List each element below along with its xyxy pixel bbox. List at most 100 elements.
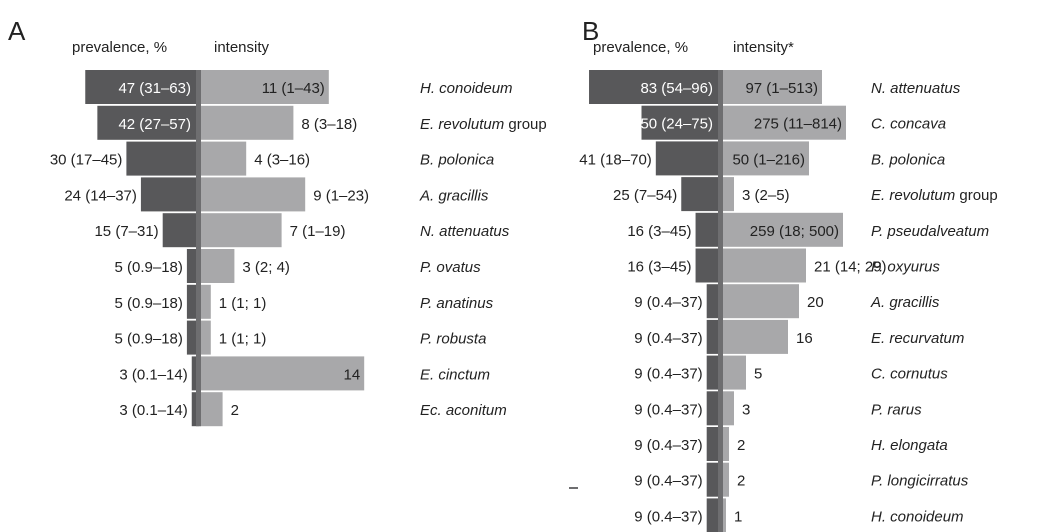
- species-row: 3 (0.1–14) 14 E. cinctum: [119, 356, 490, 391]
- species-name: C. cornutus: [871, 366, 948, 383]
- species-row: 5 (0.9–18) 1 (1; 1) P. anatinus: [115, 284, 494, 319]
- prevalence-bar: [191, 356, 199, 391]
- intensity-header: intensity: [214, 39, 270, 56]
- intensity-label: 2: [737, 473, 745, 490]
- prevalence-label: 9 (0.4–37): [634, 401, 702, 418]
- prevalence-bar: [85, 70, 199, 104]
- intensity-bar: [199, 213, 282, 248]
- intensity-bar: [721, 355, 746, 390]
- prevalence-bar: [186, 284, 199, 319]
- prevalence-label: 42 (27–57): [118, 116, 191, 133]
- intensity-header: intensity*: [733, 39, 794, 56]
- prevalence-bar: [97, 105, 199, 140]
- prevalence-bar: [706, 391, 721, 426]
- prevalence-bar: [655, 141, 721, 176]
- prevalence-label: 3 (0.1–14): [119, 402, 187, 419]
- species-row: 42 (27–57) 8 (3–18) E. revolutum group: [97, 105, 547, 140]
- prevalence-bar: [706, 284, 721, 319]
- species-row: 9 (0.4–37) 20 A. gracillis: [634, 284, 940, 319]
- intensity-bar: [721, 498, 726, 532]
- prevalence-label: 24 (14–37): [64, 187, 137, 204]
- prevalence-label: 9 (0.4–37): [634, 508, 702, 525]
- species-row: 3 (0.1–14) 2 Ec. aconitum: [119, 392, 507, 427]
- prevalence-label: 9 (0.4–37): [634, 437, 702, 454]
- species-row: 5 (0.9–18) 3 (2; 4) P. ovatus: [115, 249, 481, 283]
- intensity-label: 16: [796, 330, 813, 347]
- prevalence-bar: [695, 212, 721, 247]
- prevalence-label: 9 (0.4–37): [634, 330, 702, 347]
- species-name: P. anatinus: [420, 295, 494, 312]
- intensity-label: 97 (1–513): [745, 80, 818, 97]
- tick-mark: [569, 487, 578, 489]
- intensity-label: 1 (1; 1): [219, 295, 267, 312]
- prevalence-header: prevalence, %: [72, 39, 167, 56]
- prevalence-label: 30 (17–45): [50, 152, 123, 169]
- intensity-bar: [199, 320, 211, 355]
- species-row: 25 (7–54) 3 (2–5) E. revolutum group: [613, 177, 998, 212]
- prevalence-label: 25 (7–54): [613, 187, 677, 204]
- panel-letter: B: [582, 16, 599, 46]
- intensity-bar: [199, 70, 329, 104]
- species-row: 9 (0.4–37) 3 P. rarus: [634, 391, 922, 426]
- intensity-bar: [721, 105, 846, 140]
- species-name: H. conoideum: [420, 80, 513, 97]
- prevalence-bar: [681, 177, 721, 212]
- species-row: 16 (3–45) 21 (14; 29)P. oxyurus: [627, 248, 940, 283]
- intensity-label: 7 (1–19): [290, 223, 346, 240]
- prevalence-label: 16 (3–45): [627, 223, 691, 240]
- species-name: H. elongata: [871, 437, 948, 454]
- intensity-bar: [199, 356, 365, 391]
- intensity-label: 3: [742, 401, 750, 418]
- species-name: C. concava: [871, 116, 946, 133]
- intensity-bar: [199, 177, 306, 212]
- prevalence-label: 9 (0.4–37): [634, 294, 702, 311]
- species-row: 9 (0.4–37) 5 C. cornutus: [634, 355, 948, 390]
- intensity-label: 259 (18; 500): [750, 223, 839, 240]
- prevalence-label: 5 (0.9–18): [115, 259, 183, 276]
- intensity-bar: [199, 284, 211, 319]
- prevalence-label: 5 (0.9–18): [115, 295, 183, 312]
- species-row: 9 (0.4–37) 2 P. longicirratus: [634, 462, 969, 497]
- prevalence-bar: [589, 70, 721, 104]
- species-name: P. longicirratus: [871, 473, 969, 490]
- prevalence-label: 5 (0.9–18): [115, 331, 183, 348]
- species-row: 30 (17–45) 4 (3–16) B. polonica: [50, 141, 494, 176]
- species-name: E. revolutum group: [871, 187, 998, 204]
- species-name: E. cinctum: [420, 366, 490, 383]
- prevalence-label: 16 (3–45): [627, 259, 691, 276]
- intensity-label: 3 (2–5): [742, 187, 790, 204]
- intensity-bar: [721, 248, 806, 283]
- intensity-label: 5: [754, 366, 762, 383]
- prevalence-label: 50 (24–75): [640, 116, 713, 133]
- prevalence-bar: [706, 498, 721, 532]
- intensity-bar: [721, 70, 822, 104]
- species-name: P. oxyurus: [871, 259, 940, 276]
- species-name: N. attenuatus: [420, 223, 510, 240]
- intensity-label: 14: [344, 366, 361, 383]
- species-name: N. attenuatus: [871, 80, 961, 97]
- prevalence-label: 47 (31–63): [118, 80, 191, 97]
- intensity-label: 11 (1–43): [262, 80, 325, 97]
- intensity-label: 275 (11–814): [754, 116, 842, 133]
- prevalence-bar: [641, 105, 721, 140]
- intensity-label: 2: [737, 437, 745, 454]
- species-name: P. pseudalveatum: [871, 223, 989, 240]
- species-row: 41 (18–70) 50 (1–216) B. polonica: [579, 141, 945, 176]
- species-row: 15 (7–31) 7 (1–19) N. attenuatus: [94, 213, 510, 248]
- intensity-label: 8 (3–18): [301, 116, 357, 133]
- species-name: A. gracillis: [870, 294, 940, 311]
- prevalence-bar: [695, 248, 721, 283]
- intensity-bar: [721, 462, 729, 497]
- prevalence-label: 41 (18–70): [579, 151, 652, 168]
- prevalence-label: 3 (0.1–14): [119, 366, 187, 383]
- intensity-bar: [199, 105, 294, 140]
- prevalence-bar: [706, 462, 721, 497]
- species-row: 47 (31–63) 11 (1–43) H. conoideum: [85, 70, 513, 104]
- species-name: Ec. aconitum: [420, 402, 507, 419]
- intensity-label: 1: [734, 508, 742, 525]
- species-row: 9 (0.4–37) 2 H. elongata: [634, 427, 948, 461]
- prevalence-label: 9 (0.4–37): [634, 366, 702, 383]
